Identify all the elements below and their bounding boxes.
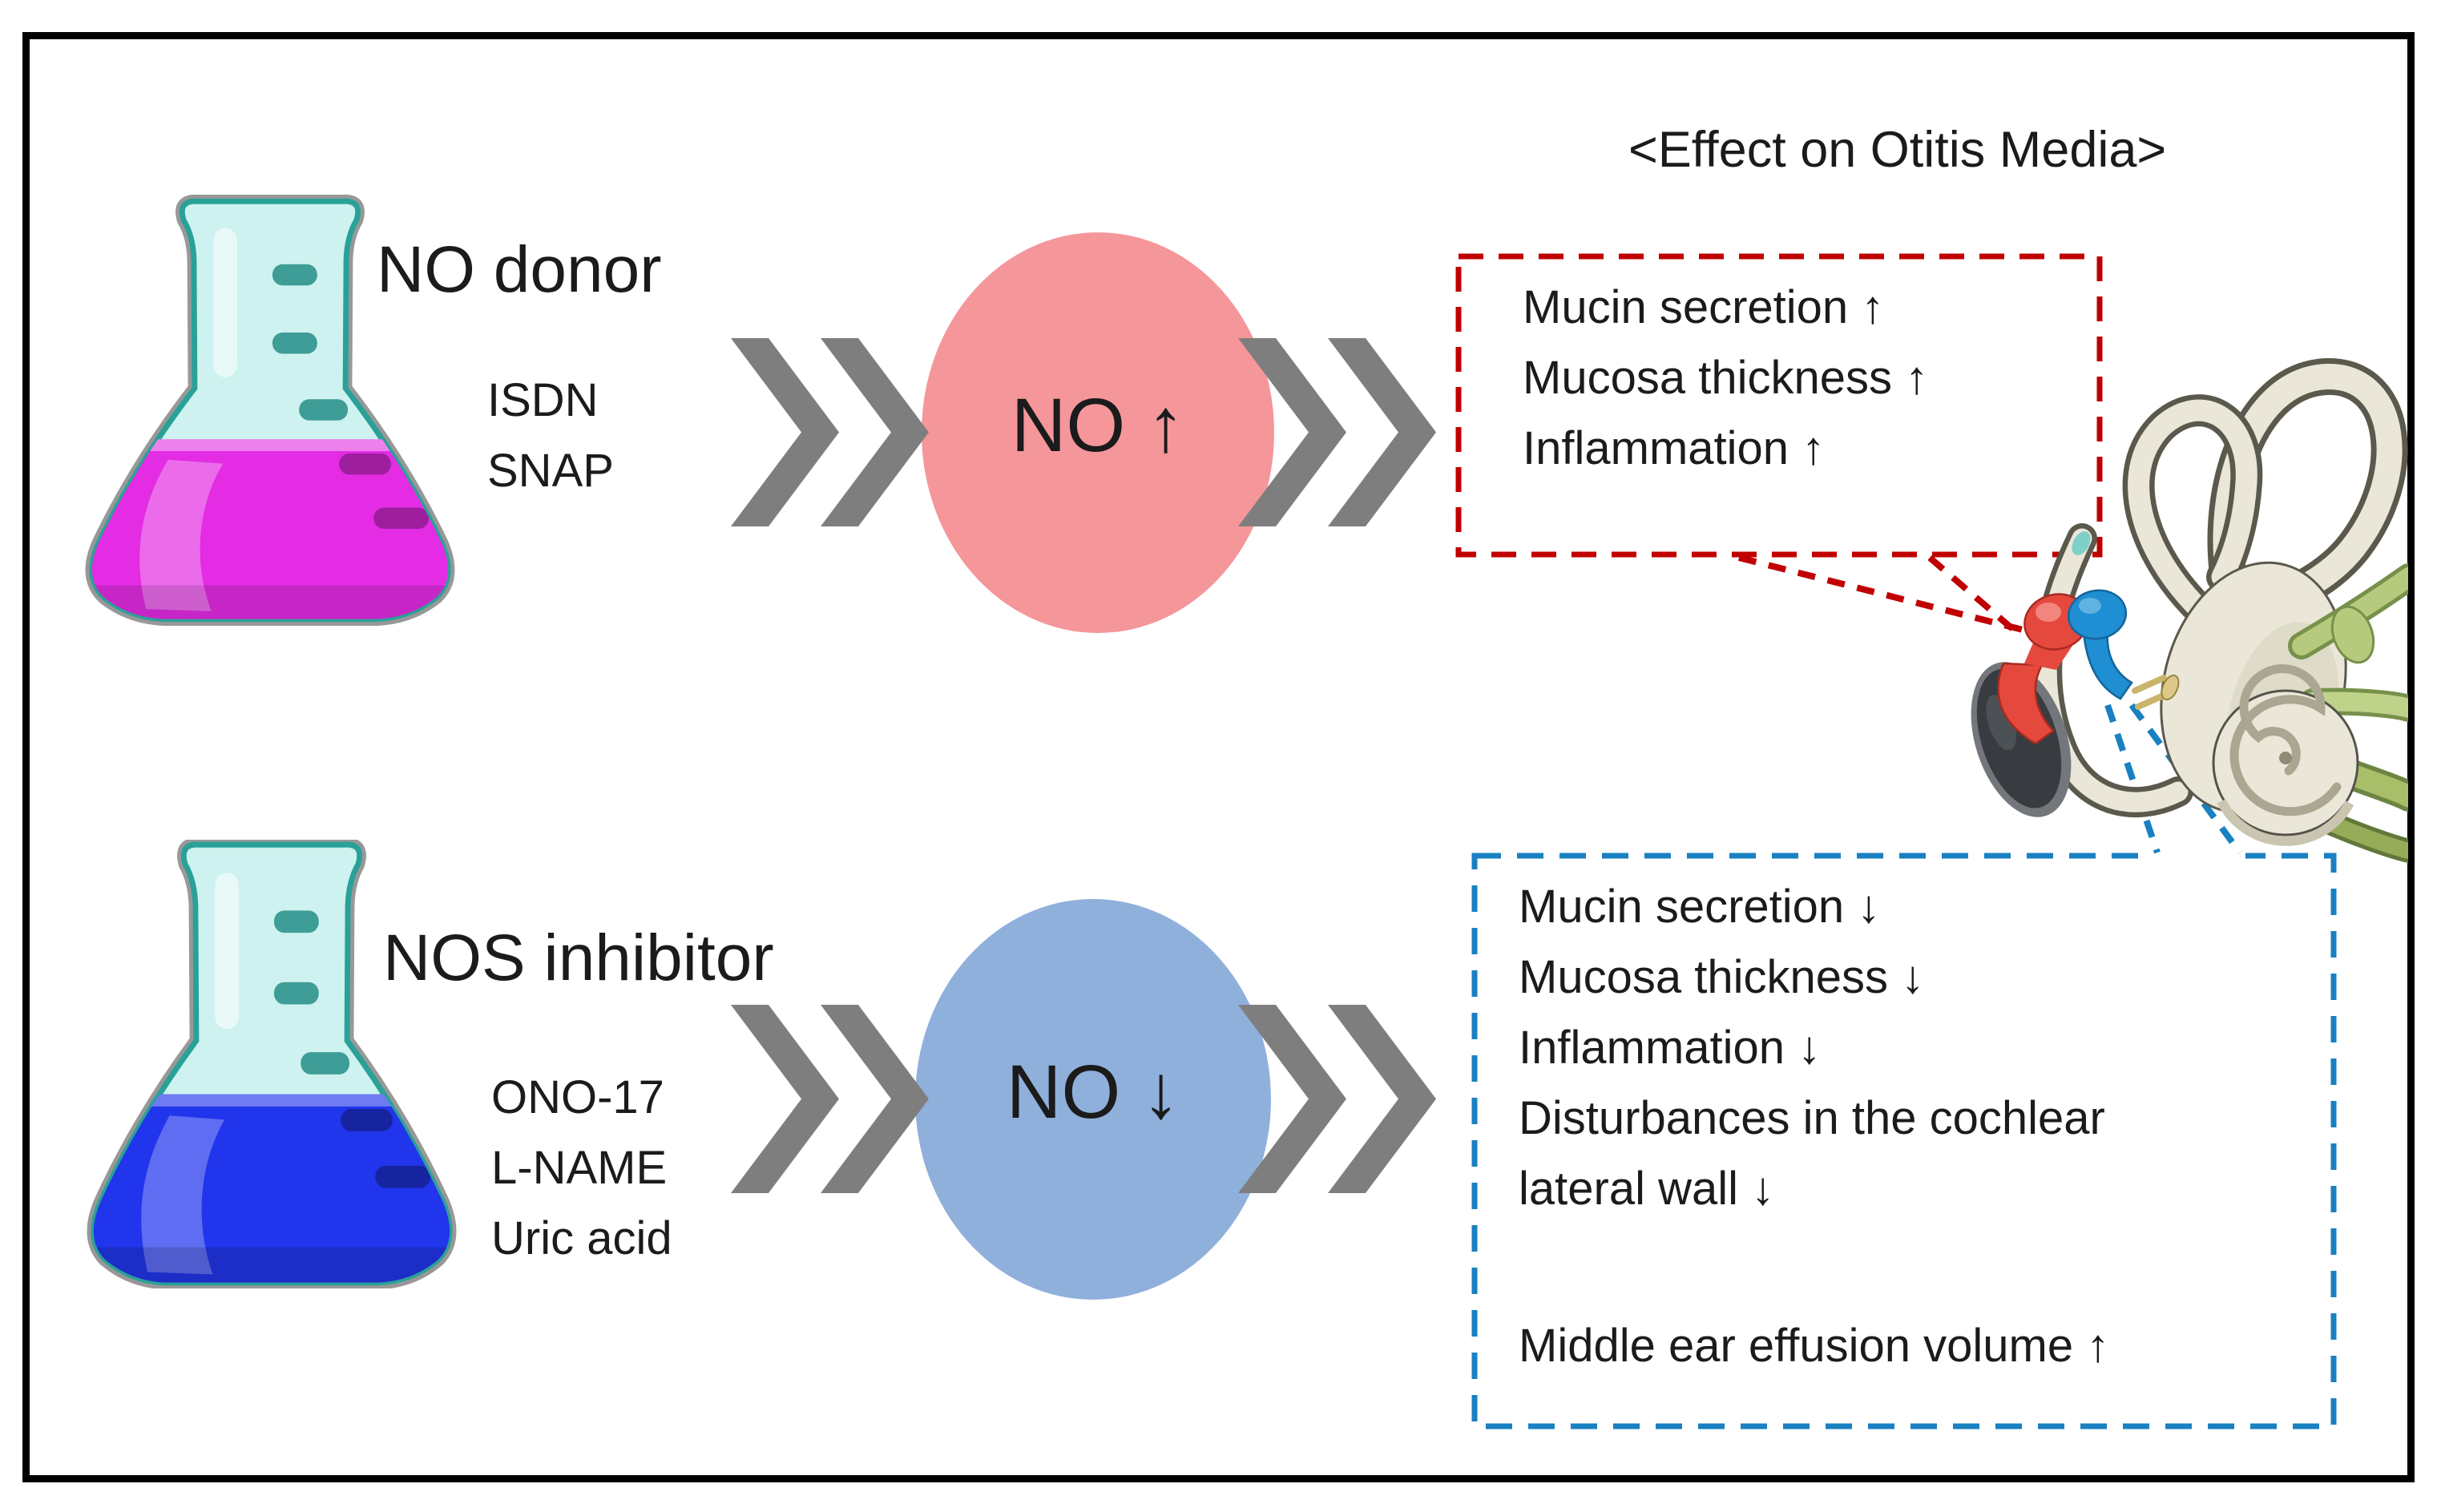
- chevron-right-icon: [731, 338, 929, 526]
- cochlea: [2212, 664, 2359, 846]
- inhibitor-effect-line: Inflammation ↓: [1519, 1022, 1822, 1074]
- inhibitor-effect-line: lateral wall ↓: [1519, 1163, 1775, 1215]
- nos-inhibitor-label: NOS inhibitor: [383, 921, 774, 994]
- inhibitor-effect-line: Mucosa thickness ↓: [1519, 951, 1925, 1003]
- donor-callout-pointer: [1738, 554, 2030, 639]
- no-donor-label: NO donor: [377, 233, 662, 306]
- no-up-circle: [922, 232, 1274, 633]
- agent-ono17: ONO-17: [491, 1071, 664, 1123]
- eardrum: [1971, 662, 2072, 817]
- agent-lname: L-NAME: [491, 1142, 668, 1194]
- agent-snap: SNAP: [487, 445, 614, 497]
- chevron-right-icon: [1238, 1005, 1436, 1193]
- chevron-right-icon: [731, 1005, 929, 1193]
- nerve-knob: [2330, 605, 2375, 664]
- inhibitor-extra-effect-line: Middle ear effusion volume ↑: [1519, 1320, 2110, 1372]
- inhibitor-callout-box: [1471, 853, 2337, 1429]
- stapes-gold: [2132, 674, 2180, 710]
- inhibitor-effect-line: Disturbances in the cochlear: [1519, 1092, 2105, 1144]
- no-down-circle: [915, 899, 1271, 1300]
- agent-isdn: ISDN: [487, 374, 599, 426]
- flask-icon: [87, 840, 457, 1288]
- agent-uric-acid: Uric acid: [491, 1212, 672, 1264]
- chevron-right-icon: [1238, 338, 1436, 526]
- no-down-label: NO ↓: [1006, 1050, 1180, 1135]
- canal-tip-highlight: [2072, 531, 2091, 555]
- figure-border: [22, 32, 2415, 1482]
- figure-title: <Effect on Otitis Media>: [1628, 122, 2167, 178]
- donor-effect-line: Mucin secretion ↑: [1523, 281, 1885, 333]
- middle-ear-anatomy-illustration: [1971, 358, 2408, 863]
- incus-blue: [2067, 589, 2133, 700]
- donor-effect-line: Mucosa thickness ↑: [1523, 352, 1929, 404]
- no-up-label: NO ↑: [1011, 383, 1185, 468]
- donor-effect-line: Inflammation ↑: [1523, 422, 1826, 474]
- flask-icon: [85, 194, 455, 627]
- callout-border-gap: [2153, 848, 2245, 864]
- inhibitor-effect-line: Mucin secretion ↓: [1519, 881, 1881, 933]
- donor-callout-box: [1455, 253, 2103, 558]
